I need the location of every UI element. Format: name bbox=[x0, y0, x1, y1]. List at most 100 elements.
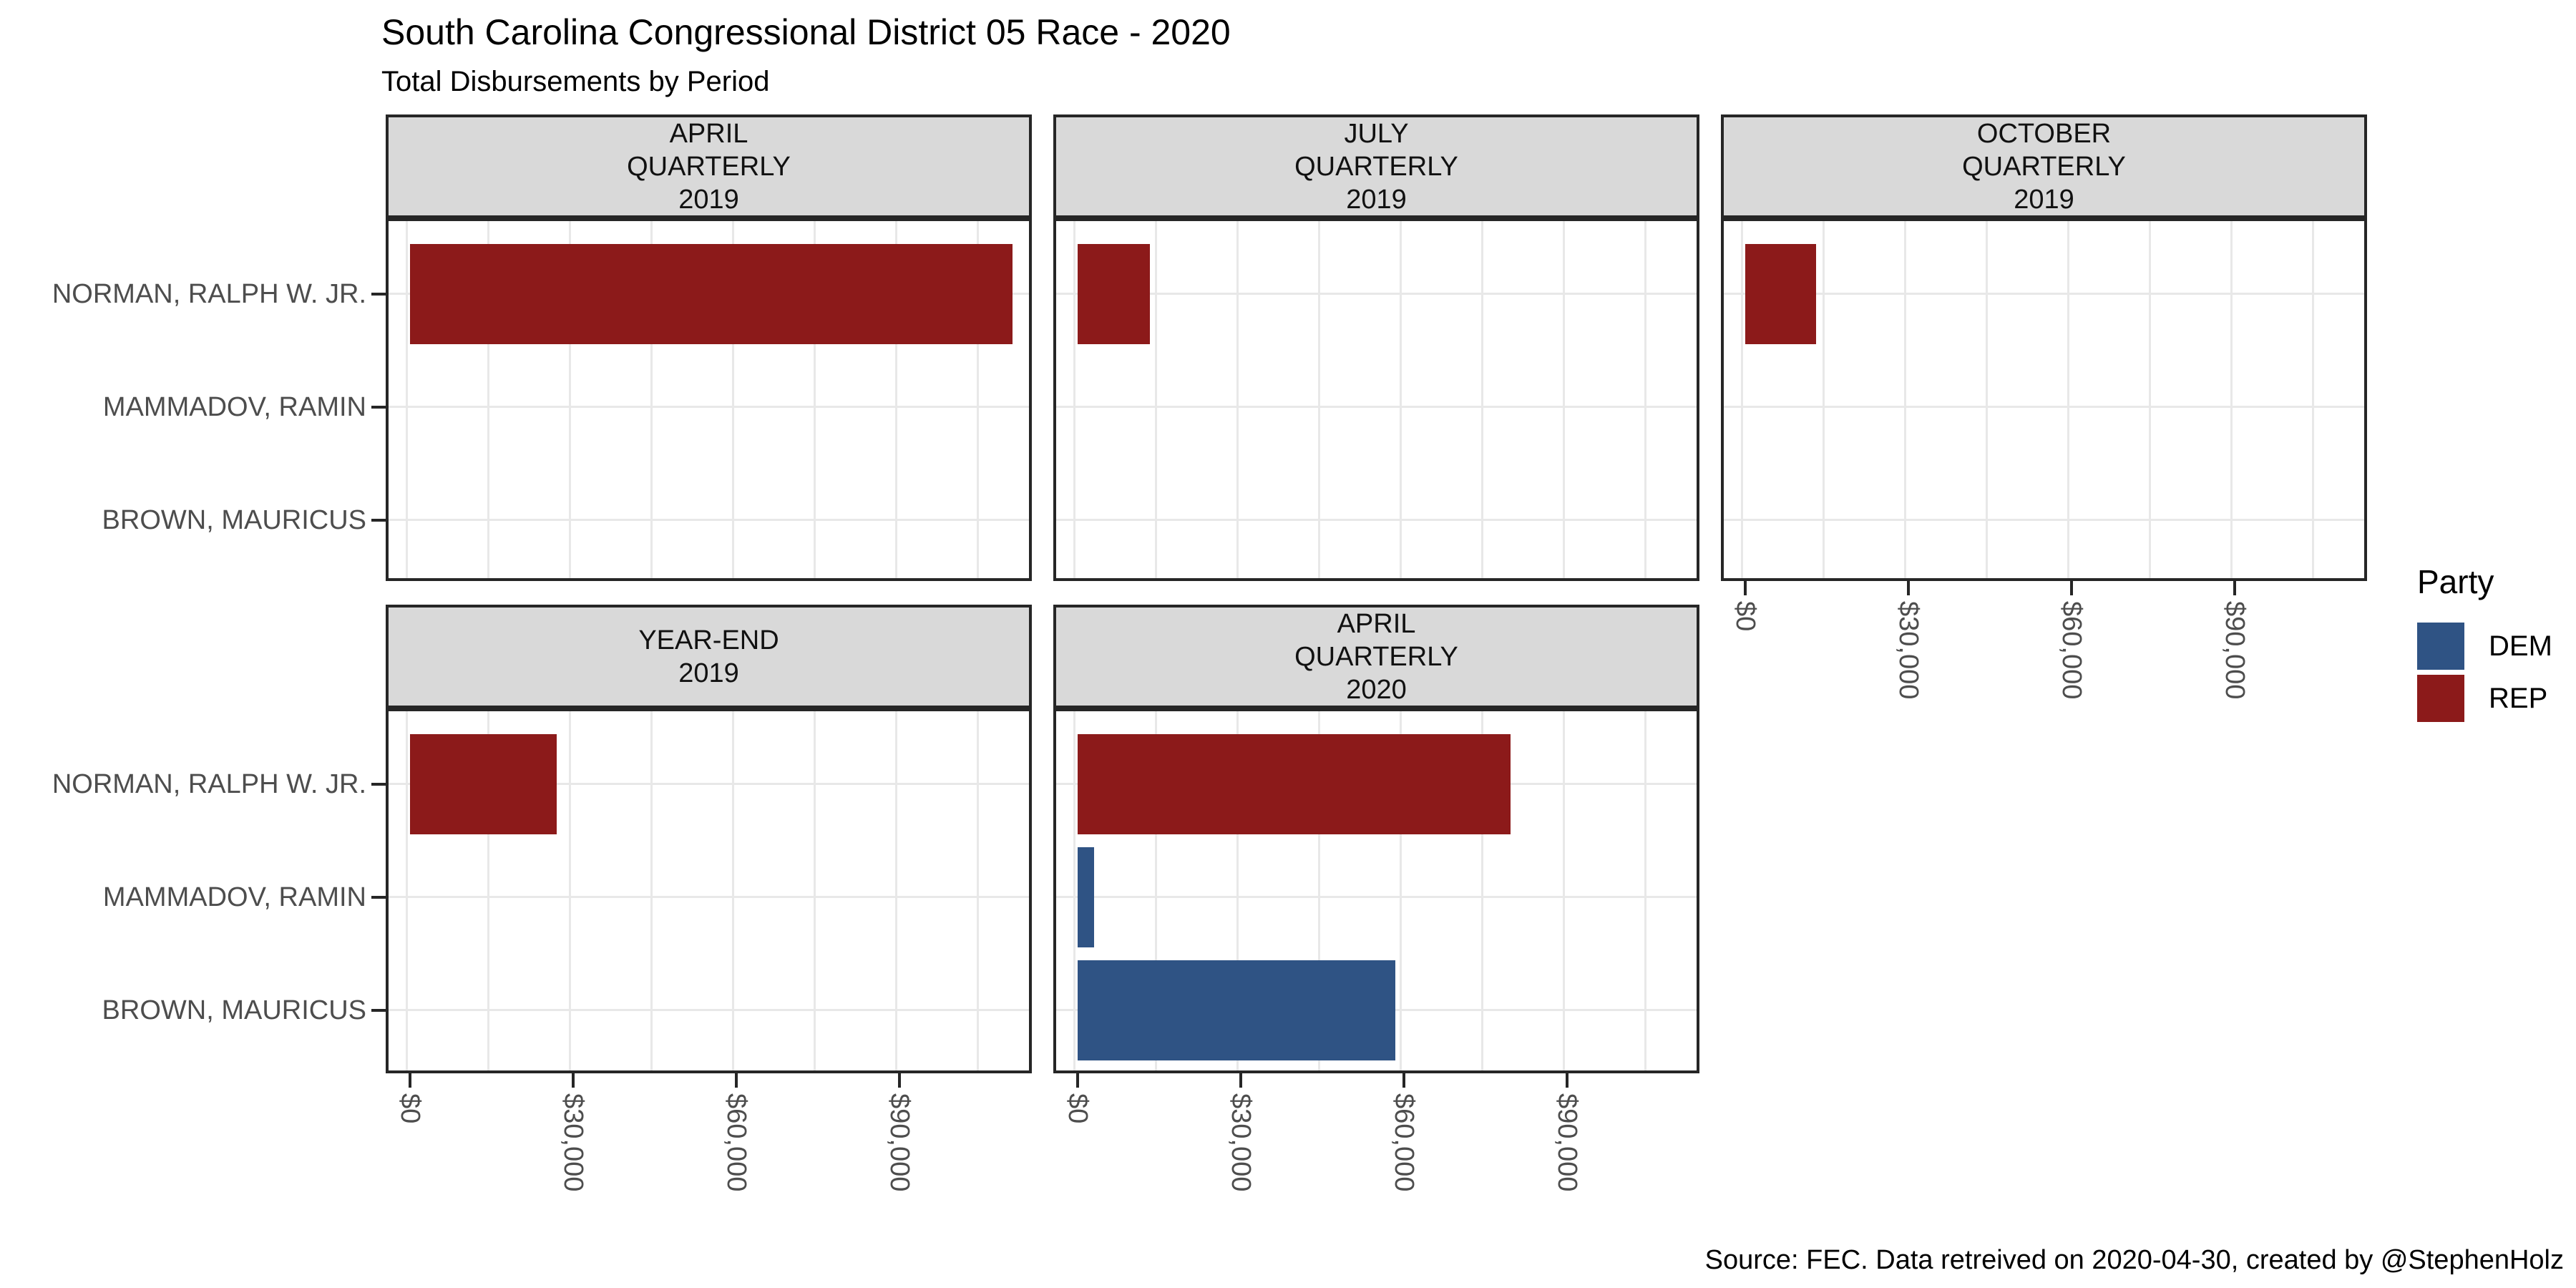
gridline-vertical bbox=[650, 711, 653, 1070]
gridline-horizontal bbox=[1724, 293, 2364, 295]
gridline-vertical bbox=[2149, 221, 2151, 578]
facet-strip: YEAR-END 2019 bbox=[386, 605, 1032, 708]
x-tick-label: $90,000 bbox=[884, 1093, 914, 1192]
gridline-vertical bbox=[1563, 221, 1565, 578]
source-caption: Source: FEC. Data retreived on 2020-04-3… bbox=[1704, 1245, 2564, 1275]
gridline-horizontal bbox=[389, 1009, 1029, 1011]
x-tick-label: $30,000 bbox=[1226, 1093, 1256, 1192]
gridline-vertical bbox=[1318, 711, 1320, 1070]
x-tick-label: $90,000 bbox=[1552, 1093, 1582, 1192]
legend: Party DEM REP bbox=[2417, 562, 2552, 727]
y-tick-mark bbox=[371, 1009, 386, 1012]
x-tick-mark bbox=[898, 1073, 901, 1088]
facet-panel bbox=[1053, 218, 1699, 581]
gridline-horizontal bbox=[389, 783, 1029, 785]
bar-dem bbox=[1078, 847, 1094, 947]
x-tick-label: $30,000 bbox=[1893, 601, 1923, 700]
gridline-vertical bbox=[1644, 221, 1646, 578]
gridline-vertical bbox=[1073, 711, 1075, 1070]
gridline-vertical bbox=[1481, 221, 1483, 578]
gridline-vertical bbox=[1904, 221, 1906, 578]
x-tick-mark bbox=[1402, 1073, 1405, 1088]
x-tick-mark bbox=[1744, 581, 1747, 595]
facet-strip-label: 2019 bbox=[678, 184, 739, 215]
x-tick-label: $0 bbox=[395, 1093, 425, 1124]
x-tick-label: $60,000 bbox=[1389, 1093, 1419, 1192]
gridline-vertical bbox=[732, 221, 734, 578]
gridline-vertical bbox=[406, 221, 408, 578]
gridline-horizontal bbox=[389, 519, 1029, 521]
y-axis-label: NORMAN, RALPH W. JR. bbox=[52, 769, 366, 799]
x-tick-label: $90,000 bbox=[2220, 601, 2250, 700]
chart-title: South Carolina Congressional District 05… bbox=[381, 12, 1231, 52]
bar-rep bbox=[1078, 244, 1150, 344]
x-tick-label: $60,000 bbox=[721, 1093, 751, 1192]
gridline-vertical bbox=[732, 711, 734, 1070]
gridline-vertical bbox=[1318, 221, 1320, 578]
gridline-vertical bbox=[1644, 711, 1646, 1070]
gridline-vertical bbox=[2312, 221, 2314, 578]
x-tick-label: $30,000 bbox=[558, 1093, 588, 1192]
gridline-vertical bbox=[569, 711, 571, 1070]
x-tick-mark bbox=[572, 1073, 575, 1088]
gridline-vertical bbox=[895, 221, 897, 578]
y-tick-mark bbox=[371, 783, 386, 786]
x-tick-mark bbox=[1076, 1073, 1079, 1088]
gridline-vertical bbox=[814, 711, 816, 1070]
y-axis-label: NORMAN, RALPH W. JR. bbox=[52, 279, 366, 309]
legend-swatch-dem-icon bbox=[2417, 623, 2464, 670]
facet-panel bbox=[386, 218, 1032, 581]
gridline-vertical bbox=[650, 221, 653, 578]
gridline-vertical bbox=[1563, 711, 1565, 1070]
legend-entry-rep: REP bbox=[2417, 675, 2552, 722]
facet-strip-label: 2020 bbox=[1346, 674, 1407, 705]
bar-rep bbox=[410, 734, 557, 834]
facet-strip-label: QUARTERLY bbox=[1294, 151, 1458, 182]
gridline-horizontal bbox=[1056, 896, 1697, 898]
y-axis-label: BROWN, MAURICUS bbox=[102, 995, 366, 1025]
facet-strip: APRIL QUARTERLY 2020 bbox=[1053, 605, 1699, 708]
facet-strip-label: APRIL bbox=[669, 118, 748, 149]
gridline-vertical bbox=[1481, 711, 1483, 1070]
gridline-vertical bbox=[1400, 221, 1402, 578]
gridline-vertical bbox=[895, 711, 897, 1070]
gridline-horizontal bbox=[1724, 406, 2364, 408]
gridline-vertical bbox=[1400, 711, 1402, 1070]
gridline-vertical bbox=[1236, 711, 1239, 1070]
x-tick-mark bbox=[735, 1073, 738, 1088]
gridline-horizontal bbox=[1056, 293, 1697, 295]
gridline-vertical bbox=[1155, 221, 1157, 578]
facet-strip-label: QUARTERLY bbox=[1962, 151, 2126, 182]
legend-label-rep: REP bbox=[2489, 682, 2548, 714]
facet-panel bbox=[1053, 708, 1699, 1073]
gridline-vertical bbox=[1986, 221, 1988, 578]
gridline-horizontal bbox=[1056, 406, 1697, 408]
x-tick-label: $60,000 bbox=[2057, 601, 2087, 700]
y-axis-label: MAMMADOV, RAMIN bbox=[102, 882, 366, 912]
y-tick-mark bbox=[371, 406, 386, 409]
y-tick-mark bbox=[371, 293, 386, 296]
facet-strip-label: YEAR-END bbox=[638, 625, 779, 655]
gridline-vertical bbox=[1155, 711, 1157, 1070]
gridline-vertical bbox=[569, 221, 571, 578]
y-axis-label: BROWN, MAURICUS bbox=[102, 505, 366, 535]
facet-strip-label: 2019 bbox=[678, 658, 739, 688]
y-tick-mark bbox=[371, 519, 386, 522]
facet-panel bbox=[1721, 218, 2367, 581]
facet-strip-label: OCTOBER bbox=[1976, 118, 2112, 149]
facet-strip-label: JULY bbox=[1344, 118, 1409, 149]
bar-rep bbox=[410, 244, 1013, 344]
gridline-vertical bbox=[2230, 221, 2233, 578]
facet-strip: APRIL QUARTERLY 2019 bbox=[386, 114, 1032, 218]
gridline-vertical bbox=[814, 221, 816, 578]
gridline-vertical bbox=[977, 711, 979, 1070]
gridline-horizontal bbox=[389, 896, 1029, 898]
bar-rep bbox=[1078, 734, 1511, 834]
x-tick-mark bbox=[409, 1073, 411, 1088]
x-tick-mark bbox=[1239, 1073, 1242, 1088]
legend-title: Party bbox=[2417, 563, 2494, 600]
x-tick-mark bbox=[1907, 581, 1910, 595]
gridline-vertical bbox=[406, 711, 408, 1070]
bar-rep bbox=[1745, 244, 1816, 344]
